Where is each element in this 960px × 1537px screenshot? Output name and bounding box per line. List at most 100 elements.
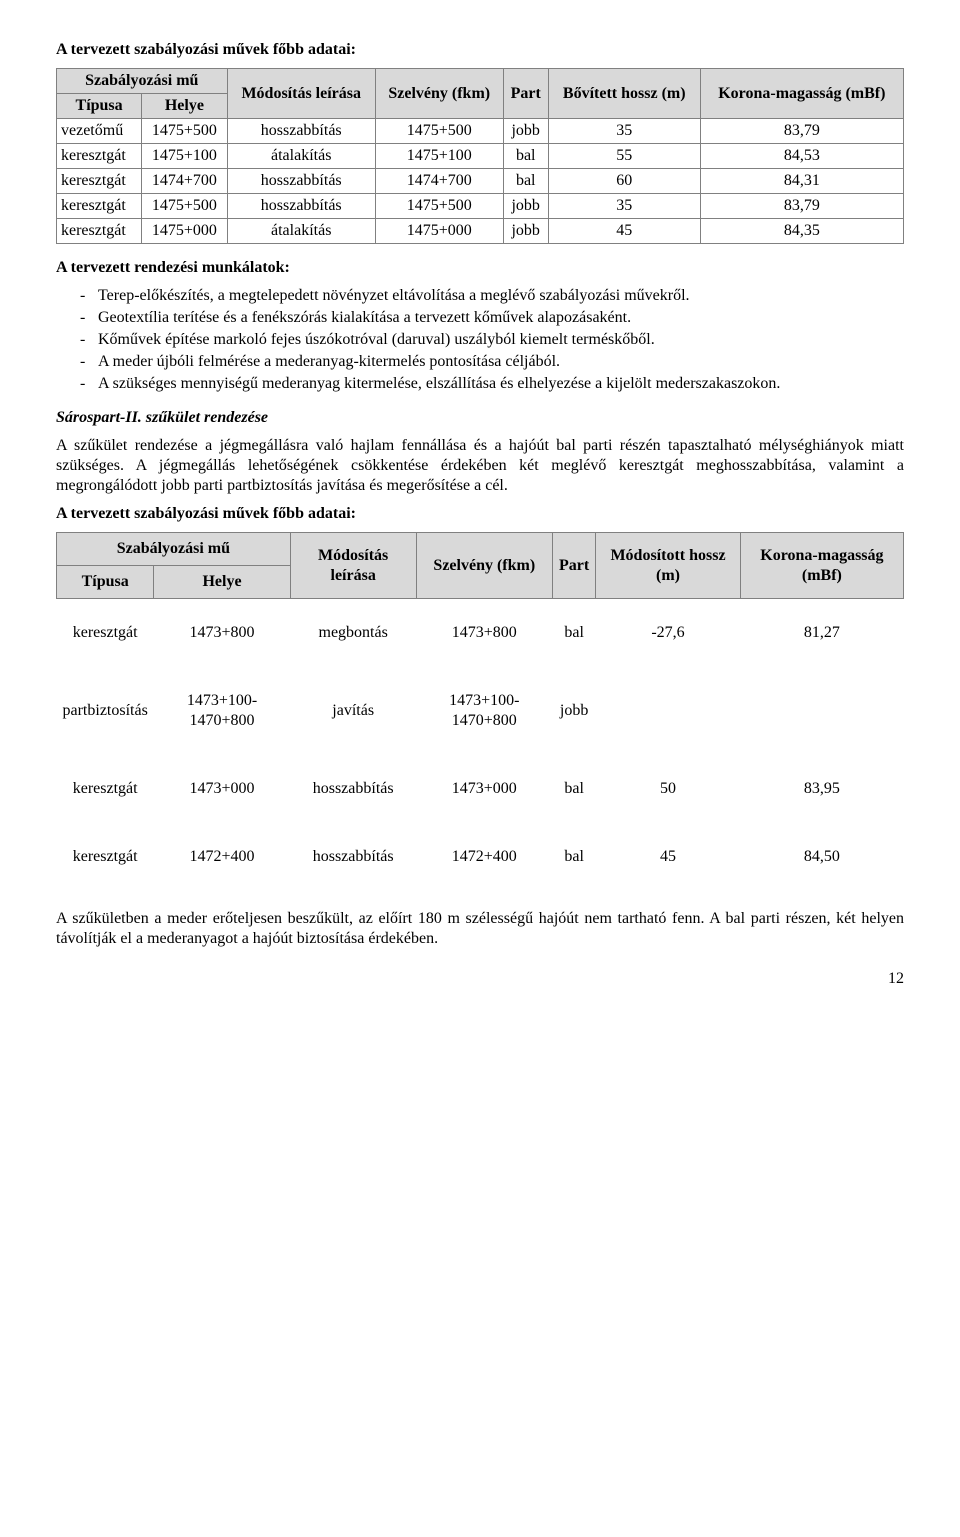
list-item: A meder újbóli felmérése a mederanyag-ki… <box>56 352 904 372</box>
table-cell: bal <box>553 599 596 668</box>
table-cell: hosszabbítás <box>290 755 416 823</box>
list-item: Kőművek építése markoló fejes úszókotróv… <box>56 330 904 350</box>
table-cell: jobb <box>503 194 548 219</box>
table-cell: 81,27 <box>740 599 903 668</box>
table-row: keresztgát1475+000átalakítás1475+000jobb… <box>57 219 904 244</box>
table-cell: hosszabbítás <box>227 194 375 219</box>
table-1: Szabályozási mű Módosítás leírása Szelvé… <box>56 68 904 244</box>
table-cell: vezetőmű <box>57 119 142 144</box>
table-cell: partbiztosítás <box>57 667 154 755</box>
table-cell: 1472+400 <box>416 823 552 891</box>
table-cell: 45 <box>596 823 741 891</box>
table-cell: jobb <box>503 119 548 144</box>
table-cell: 1475+500 <box>375 194 503 219</box>
th-part: Part <box>503 69 548 119</box>
table-cell: 84,53 <box>700 144 903 169</box>
table-cell: 84,35 <box>700 219 903 244</box>
closing-paragraph: A szűkületben a meder erőteljesen beszűk… <box>56 909 904 949</box>
table-cell: 83,79 <box>700 194 903 219</box>
list-item: Terep-előkészítés, a megtelepedett növén… <box>56 286 904 306</box>
table-cell: hosszabbítás <box>290 823 416 891</box>
table-row: keresztgát1475+100átalakítás1475+100bal5… <box>57 144 904 169</box>
table-cell: 1473+000 <box>154 755 290 823</box>
th-tipusa: Típusa <box>57 94 142 119</box>
table-row: keresztgát1472+400hosszabbítás1472+400ba… <box>57 823 904 891</box>
table-cell: 1474+700 <box>142 169 227 194</box>
table-cell: bal <box>503 169 548 194</box>
table-cell: jobb <box>553 667 596 755</box>
th2-group: Szabályozási mű <box>57 533 291 566</box>
table-cell: 1474+700 <box>375 169 503 194</box>
list-item: Geotextília terítése és a fenékszórás ki… <box>56 308 904 328</box>
table-cell: 1472+400 <box>154 823 290 891</box>
list-item: A szükséges mennyiségű mederanyag kiterm… <box>56 374 904 394</box>
heading-2: A tervezett szabályozási művek főbb adat… <box>56 504 904 524</box>
table-cell: hosszabbítás <box>227 119 375 144</box>
table-row: keresztgát1474+700hosszabbítás1474+700ba… <box>57 169 904 194</box>
th-hossz: Bővített hossz (m) <box>548 69 700 119</box>
table-cell: 83,95 <box>740 755 903 823</box>
th2-szelveny: Szelvény (fkm) <box>416 533 552 599</box>
table-cell: 45 <box>548 219 700 244</box>
th-szelveny: Szelvény (fkm) <box>375 69 503 119</box>
th2-hossz: Módosított hossz (m) <box>596 533 741 599</box>
table-row: vezetőmű1475+500hosszabbítás1475+500jobb… <box>57 119 904 144</box>
table-2: Szabályozási mű Módosítás leírása Szelvé… <box>56 532 904 891</box>
table-cell: 1475+000 <box>142 219 227 244</box>
table-cell: átalakítás <box>227 144 375 169</box>
th2-korona: Korona-magasság (mBf) <box>740 533 903 599</box>
table-cell: hosszabbítás <box>227 169 375 194</box>
table-cell: 1475+100 <box>375 144 503 169</box>
table-cell: 1475+000 <box>375 219 503 244</box>
bullet-list: Terep-előkészítés, a megtelepedett növén… <box>56 286 904 394</box>
page-number: 12 <box>56 969 904 989</box>
th-korona: Korona-magasság (mBf) <box>700 69 903 119</box>
table-cell: bal <box>553 755 596 823</box>
table-cell: 1473+100-1470+800 <box>416 667 552 755</box>
section2-title: Sárospart-II. szűkület rendezése <box>56 408 904 428</box>
table-cell: keresztgát <box>57 823 154 891</box>
table-cell <box>740 667 903 755</box>
table-cell: 84,31 <box>700 169 903 194</box>
list-heading: A tervezett rendezési munkálatok: <box>56 258 904 278</box>
table-cell: 50 <box>596 755 741 823</box>
table-cell: jobb <box>503 219 548 244</box>
table-cell: -27,6 <box>596 599 741 668</box>
table-cell: 35 <box>548 194 700 219</box>
table-row: keresztgát1475+500hosszabbítás1475+500jo… <box>57 194 904 219</box>
table-cell: átalakítás <box>227 219 375 244</box>
th2-modositas: Módosítás leírása <box>290 533 416 599</box>
table-cell: 1473+800 <box>154 599 290 668</box>
table-row: keresztgát1473+800megbontás1473+800bal-2… <box>57 599 904 668</box>
th2-tipusa: Típusa <box>57 566 154 599</box>
table-cell: keresztgát <box>57 219 142 244</box>
table-cell: bal <box>553 823 596 891</box>
th2-helye: Helye <box>154 566 290 599</box>
th-helye: Helye <box>142 94 227 119</box>
table-cell: megbontás <box>290 599 416 668</box>
table-cell: 1475+100 <box>142 144 227 169</box>
table-cell: 1475+500 <box>375 119 503 144</box>
table-cell: 84,50 <box>740 823 903 891</box>
th-group: Szabályozási mű <box>57 69 228 94</box>
table-cell: keresztgát <box>57 169 142 194</box>
table-cell: keresztgát <box>57 599 154 668</box>
table-cell: bal <box>503 144 548 169</box>
th-modositas: Módosítás leírása <box>227 69 375 119</box>
table-row: keresztgát1473+000hosszabbítás1473+000ba… <box>57 755 904 823</box>
table-cell: javítás <box>290 667 416 755</box>
section2-body: A szűkület rendezése a jégmegállásra val… <box>56 436 904 496</box>
th2-part: Part <box>553 533 596 599</box>
table-cell: 35 <box>548 119 700 144</box>
table-cell <box>596 667 741 755</box>
table-cell: 60 <box>548 169 700 194</box>
table-cell: 1475+500 <box>142 194 227 219</box>
table-cell: 83,79 <box>700 119 903 144</box>
table-cell: 1473+100-1470+800 <box>154 667 290 755</box>
table-row: partbiztosítás1473+100-1470+800javítás14… <box>57 667 904 755</box>
table-cell: 1473+800 <box>416 599 552 668</box>
table-cell: keresztgát <box>57 755 154 823</box>
table-cell: 1473+000 <box>416 755 552 823</box>
table-cell: 55 <box>548 144 700 169</box>
table-cell: keresztgát <box>57 194 142 219</box>
